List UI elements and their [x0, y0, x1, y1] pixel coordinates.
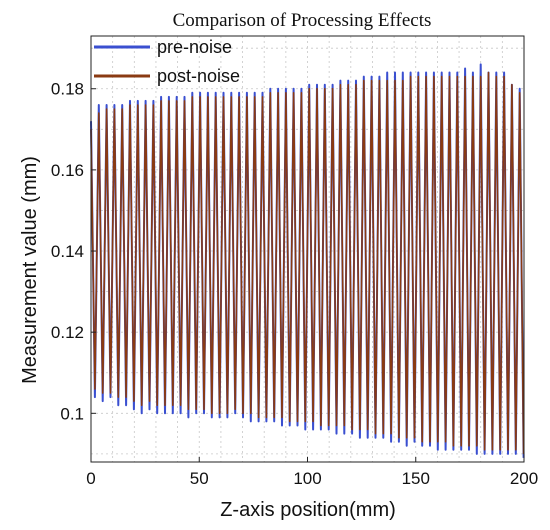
legend: pre-noise post-noise — [94, 37, 240, 86]
series-layer — [90, 63, 525, 458]
y-tick-label: 0.18 — [51, 80, 84, 99]
x-tick-label: 150 — [402, 469, 430, 488]
y-tick-label: 0.12 — [51, 323, 84, 342]
series-line-post-noise — [90, 71, 525, 454]
chart-title: Comparison of Processing Effects — [173, 10, 432, 31]
x-tick-label: 50 — [190, 469, 209, 488]
ticks: 0 50 100 150 200 0.1 0.12 0.14 0.16 0.18 — [51, 80, 538, 488]
y-axis-label: Measurement value (mm) — [19, 156, 41, 384]
y-tick-label: 0.16 — [51, 161, 84, 180]
x-tick-label: 100 — [293, 469, 321, 488]
x-tick-label: 200 — [510, 469, 538, 488]
x-tick-label: 0 — [86, 469, 95, 488]
legend-label-pre-noise: pre-noise — [157, 37, 232, 57]
x-axis-label: Z-axis position(mm) — [220, 499, 396, 521]
y-tick-label: 0.1 — [60, 404, 84, 423]
y-tick-label: 0.14 — [51, 242, 84, 261]
legend-label-post-noise: post-noise — [157, 66, 240, 86]
